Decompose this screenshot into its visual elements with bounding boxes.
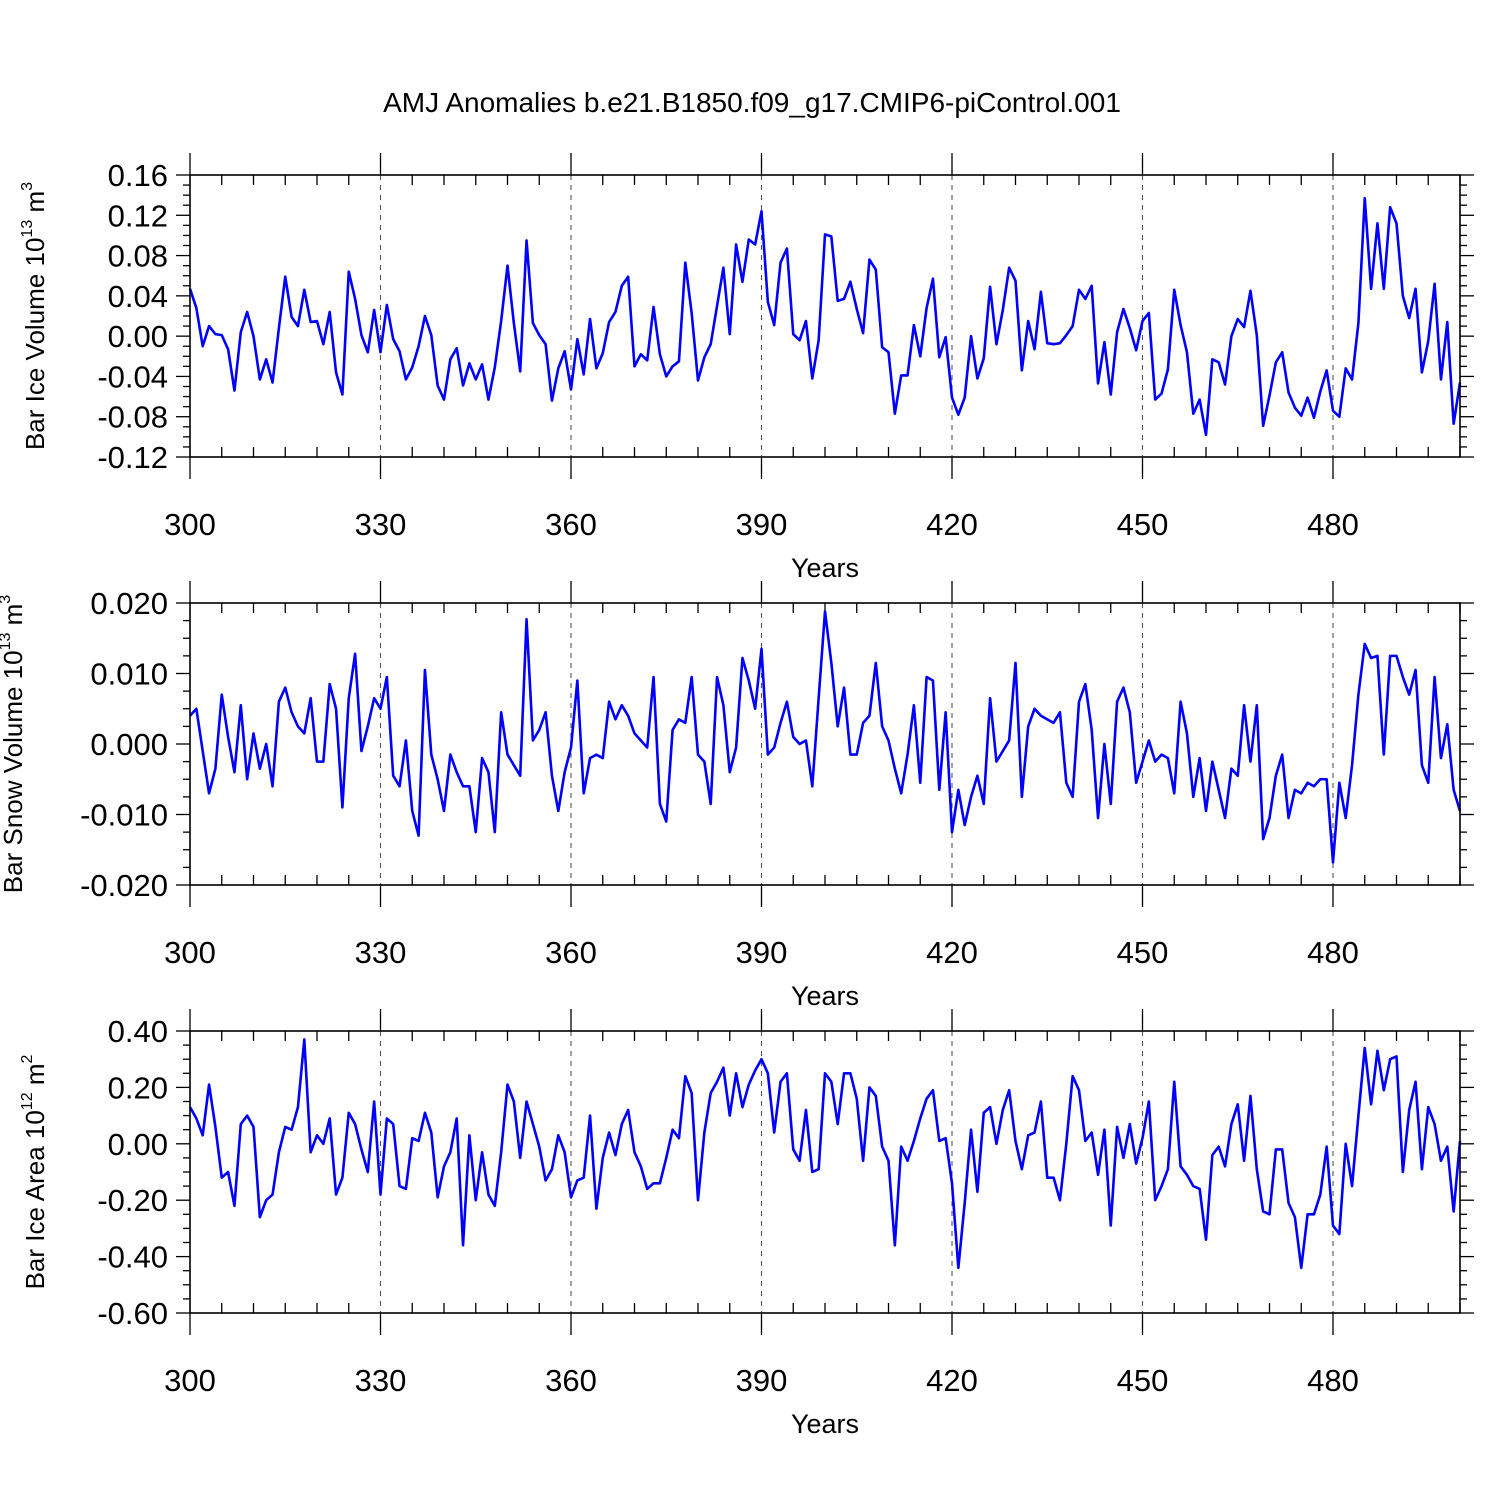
x-tick-label: 480 bbox=[1307, 507, 1359, 542]
x-tick-label: 480 bbox=[1307, 1363, 1359, 1398]
panel-snow-volume: -0.020 -0.010 0.000 0.010 0.020 300 330 360 390 4… bbox=[0, 581, 1474, 1011]
y-axis-label-base: Bar Ice Volume 10 bbox=[20, 238, 50, 450]
x-tick-label: 300 bbox=[164, 507, 216, 542]
plot-frame bbox=[189, 1030, 1461, 1314]
y-tick-label: -0.010 bbox=[80, 798, 168, 833]
y-tick-label: 0.12 bbox=[108, 198, 168, 233]
x-tick-label: 360 bbox=[545, 935, 597, 970]
x-tick-label: 330 bbox=[355, 1363, 407, 1398]
y-tick-label: -0.40 bbox=[97, 1240, 168, 1275]
x-tick-label: 450 bbox=[1117, 507, 1169, 542]
y-axis-label: Bar Snow Volume 1013 m3 bbox=[0, 595, 28, 894]
y-tick-label: 0.04 bbox=[108, 279, 168, 314]
y-tick-label: -0.12 bbox=[97, 440, 168, 475]
x-tick-label: 390 bbox=[736, 1363, 788, 1398]
x-tick-label: 420 bbox=[926, 1363, 978, 1398]
y-axis-label-unit: m bbox=[20, 1063, 50, 1092]
x-tick-label: 420 bbox=[926, 507, 978, 542]
x-axis-label: Years bbox=[791, 553, 859, 583]
x-axis-label: Years bbox=[791, 981, 859, 1011]
y-axis-label-exponent: 13 bbox=[0, 632, 14, 650]
y-tick-label: 0.010 bbox=[90, 657, 168, 692]
y-axis-label-base: Bar Ice Area 10 bbox=[20, 1110, 50, 1289]
x-tick-label: 450 bbox=[1117, 1363, 1169, 1398]
y-tick-label: -0.60 bbox=[97, 1296, 168, 1331]
y-axis-label: Bar Ice Volume 1013 m3 bbox=[19, 182, 50, 450]
y-tick-label: 0.40 bbox=[108, 1014, 168, 1049]
x-tick-label: 390 bbox=[736, 507, 788, 542]
data-series-line bbox=[188, 196, 1462, 437]
y-axis-label-unit-exponent: 2 bbox=[19, 1054, 36, 1063]
x-tick-label: 360 bbox=[545, 507, 597, 542]
plot-frame bbox=[189, 174, 1461, 458]
y-tick-label: -0.04 bbox=[97, 359, 168, 394]
y-axis-label-unit: m bbox=[0, 604, 28, 633]
y-axis-label-unit: m bbox=[20, 191, 50, 220]
y-axis-label-unit-exponent: 3 bbox=[19, 182, 36, 191]
x-tick-label: 480 bbox=[1307, 935, 1359, 970]
y-tick-label: 0.000 bbox=[90, 727, 168, 762]
y-tick-label: 0.020 bbox=[90, 586, 168, 621]
figure-title: AMJ Anomalies b.e21.B1850.f09_g17.CMIP6-… bbox=[383, 87, 1121, 118]
plot-frame bbox=[189, 602, 1461, 886]
x-tick-label: 300 bbox=[164, 935, 216, 970]
x-tick-label: 360 bbox=[545, 1363, 597, 1398]
y-axis-label-base: Bar Snow Volume 10 bbox=[0, 650, 28, 893]
y-tick-label: -0.20 bbox=[97, 1183, 168, 1218]
y-tick-label: 0.16 bbox=[108, 158, 168, 193]
x-tick-label: 330 bbox=[355, 935, 407, 970]
x-tick-label: 390 bbox=[736, 935, 788, 970]
y-tick-label: 0.00 bbox=[108, 319, 168, 354]
x-tick-label: 330 bbox=[355, 507, 407, 542]
y-tick-label: 0.20 bbox=[108, 1070, 168, 1105]
y-tick-label: 0.00 bbox=[108, 1127, 168, 1162]
y-tick-label: 0.08 bbox=[108, 239, 168, 274]
y-tick-label: -0.08 bbox=[97, 400, 168, 435]
y-axis-label-unit-exponent: 3 bbox=[0, 595, 14, 604]
x-tick-label: 420 bbox=[926, 935, 978, 970]
y-axis-label-exponent: 13 bbox=[19, 220, 36, 238]
data-series-line bbox=[188, 1038, 1462, 1270]
x-axis-label: Years bbox=[791, 1409, 859, 1439]
x-tick-label: 450 bbox=[1117, 935, 1169, 970]
y-axis-label: Bar Ice Area 1012 m2 bbox=[19, 1054, 50, 1289]
y-axis-label-exponent: 12 bbox=[19, 1092, 36, 1110]
x-tick-label: 300 bbox=[164, 1363, 216, 1398]
panel-ice-area: -0.60 -0.40 -0.20 0.00 0.20 0.40 300 330 360 390 4… bbox=[19, 1009, 1474, 1439]
y-tick-label: -0.020 bbox=[80, 868, 168, 903]
data-series-line bbox=[189, 610, 1462, 864]
